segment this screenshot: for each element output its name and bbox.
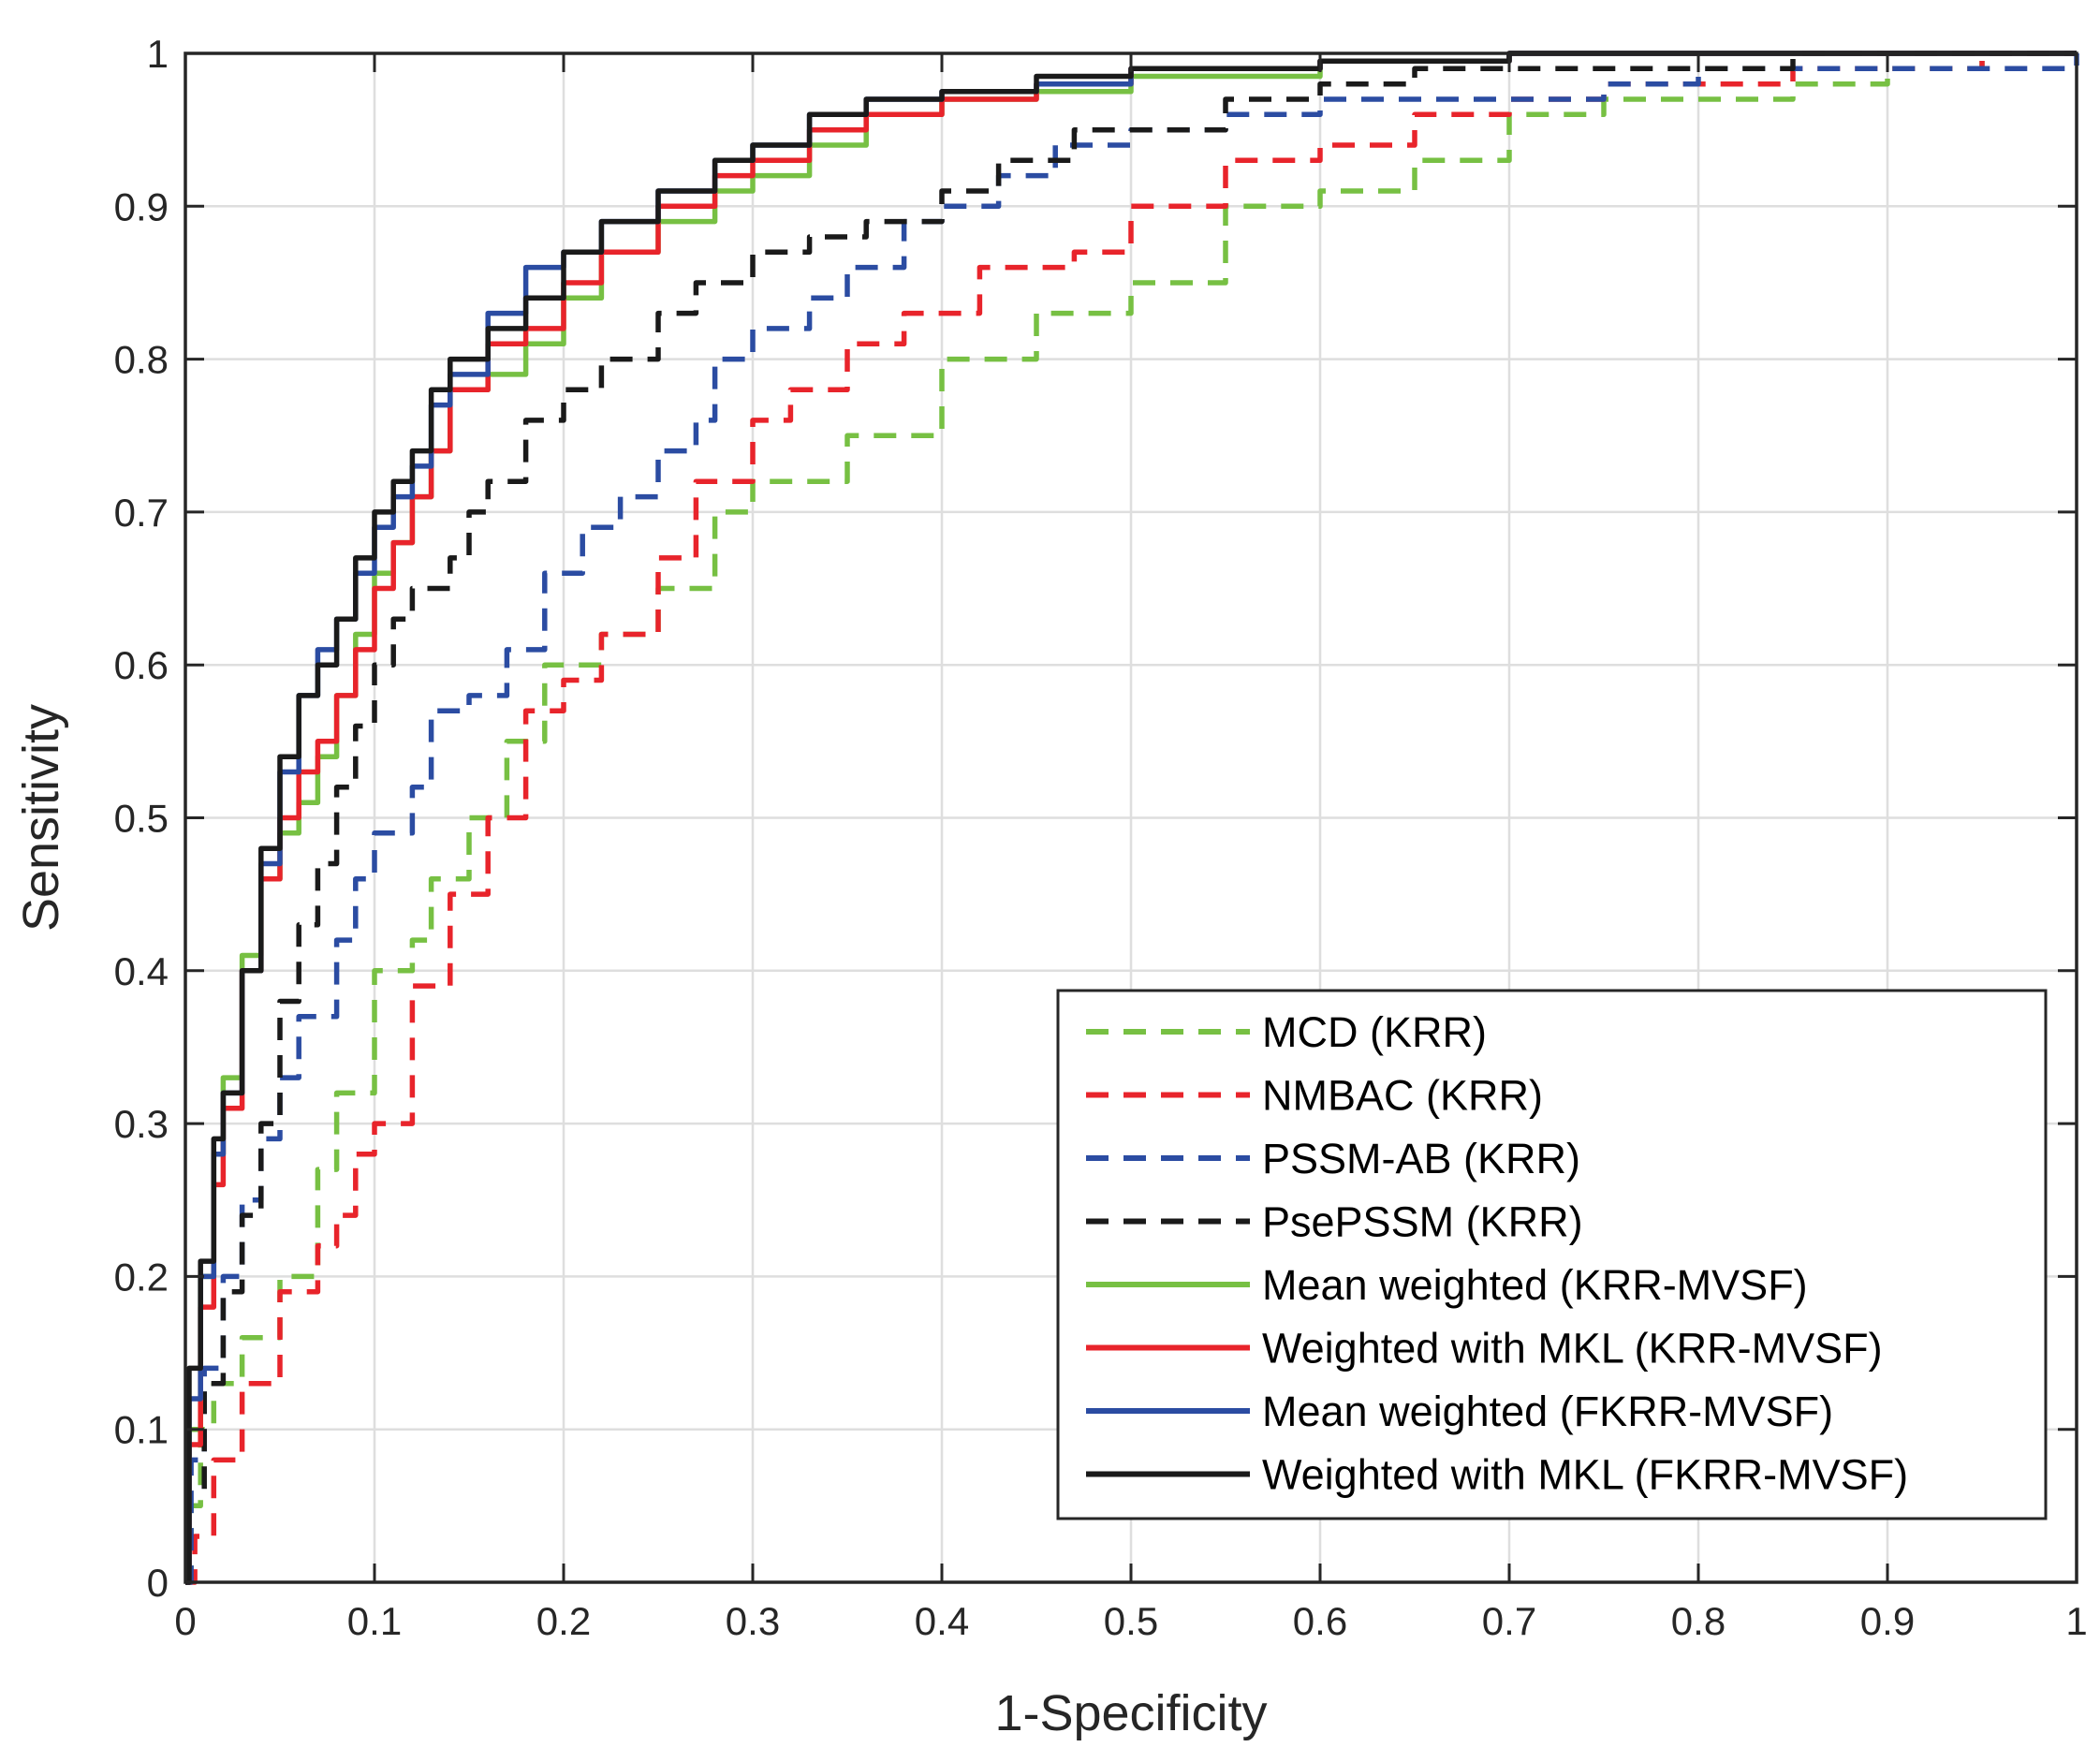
legend-label-0: MCD (KRR) xyxy=(1262,1008,1487,1056)
x-tick-label: 0.8 xyxy=(1671,1599,1726,1643)
y-tick-label: 0.2 xyxy=(114,1255,169,1299)
x-tick-label: 0.5 xyxy=(1104,1599,1158,1643)
x-tick-label: 0.3 xyxy=(726,1599,780,1643)
y-tick-label: 1 xyxy=(147,32,169,76)
x-tick-label: 0.1 xyxy=(347,1599,402,1643)
legend-label-5: Weighted with MKL (KRR-MVSF) xyxy=(1262,1325,1883,1373)
series-group xyxy=(185,51,2079,1585)
y-axis-title: Sensitivity xyxy=(13,704,69,932)
y-tick-label: 0.4 xyxy=(114,949,169,993)
legend-label-3: PsePSSM (KRR) xyxy=(1262,1198,1583,1246)
legend-box xyxy=(1056,989,2048,1520)
ticks xyxy=(184,51,2078,1584)
x-tick-label: 0.4 xyxy=(915,1599,969,1643)
x-tick-label: 0 xyxy=(174,1599,196,1643)
x-tick-label: 1 xyxy=(2065,1599,2087,1643)
y-tick-label: 0.1 xyxy=(114,1408,169,1452)
y-tick-label: 0.5 xyxy=(114,797,169,841)
x-tick-label: 0.7 xyxy=(1482,1599,1536,1643)
x-tick-label: 0.6 xyxy=(1293,1599,1347,1643)
legend-label-6: Mean weighted (FKRR-MVSF) xyxy=(1262,1388,1833,1435)
x-axis-title: 1-Specificity xyxy=(994,1685,1267,1741)
x-tick-label: 0.2 xyxy=(536,1599,591,1643)
y-tick-label: 0.9 xyxy=(114,184,169,228)
legend-label-4: Mean weighted (KRR-MVSF) xyxy=(1262,1261,1808,1309)
y-tick-label: 0.7 xyxy=(114,491,169,535)
legend: MCD (KRR) NMBAC (KRR) PSSM-AB (KRR) PsePSSM… xyxy=(1056,989,2048,1520)
y-tick-label: 0.3 xyxy=(114,1102,169,1146)
y-tick-label: 0 xyxy=(147,1561,169,1605)
series-line-7 xyxy=(185,51,2077,1585)
legend-label-1: NMBAC (KRR) xyxy=(1262,1072,1543,1120)
x-tick-label: 0.9 xyxy=(1860,1599,1915,1643)
legend-label-2: PSSM-AB (KRR) xyxy=(1262,1135,1580,1182)
y-tick-label: 0.6 xyxy=(114,643,169,687)
y-tick-label: 0.8 xyxy=(114,338,169,382)
tick-labels: 0 0.1 0.2 0.3 0.4 0.5 0.6 0.7 0.8 0.9 1 0 0.1 0.2 0.3 0… xyxy=(114,32,2088,1643)
series-line-1 xyxy=(185,51,2077,1585)
legend-label-7: Weighted with MKL (FKRR-MVSF) xyxy=(1262,1451,1908,1499)
